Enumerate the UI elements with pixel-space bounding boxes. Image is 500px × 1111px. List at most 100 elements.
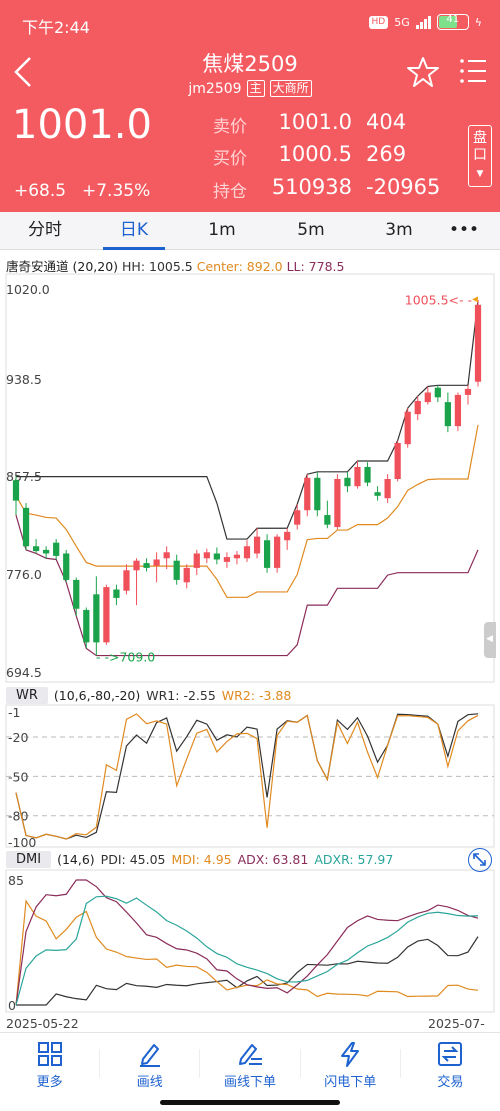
adx-line: [15, 879, 479, 1006]
caret-down-icon: ▼: [476, 169, 484, 179]
candle-body: [183, 567, 190, 583]
center-value: Center: 892.0: [196, 259, 283, 274]
candle-body: [354, 466, 361, 487]
candle-body: [243, 546, 251, 559]
candle-body: [73, 579, 80, 609]
candle-body: [464, 388, 472, 395]
wr-y-label: -80: [8, 809, 28, 824]
candle-body: [274, 536, 281, 568]
instrument-title: 焦煤2509: [202, 52, 298, 76]
main-indicator-params: (20,20): [72, 259, 119, 274]
draw-order-label: 画线下单: [224, 1075, 277, 1090]
main-y-label: 1020.0: [6, 282, 50, 297]
wr1-line: [15, 713, 479, 840]
active-tab-underline: [103, 247, 165, 250]
back-button[interactable]: [8, 52, 44, 92]
open-interest-label: 持仓: [213, 182, 247, 202]
wr-indicator-button[interactable]: WR: [6, 687, 48, 704]
hd-badge: HD: [368, 15, 389, 29]
high-marker-arrow: [472, 296, 478, 303]
trade-button[interactable]: 交易: [401, 1033, 500, 1094]
favorite-button[interactable]: [406, 55, 440, 89]
main-y-label: 938.5: [6, 372, 42, 387]
wr1-value: WR1: -2.55: [146, 688, 216, 703]
candle-body: [314, 477, 321, 511]
candle-body: [414, 400, 421, 415]
price-change-percent: +7.35%: [82, 181, 151, 201]
wr-params: (10,6,-80,-20): [53, 688, 141, 703]
expand-chart-button[interactable]: [468, 848, 492, 872]
donchian-hh-line: [16, 299, 479, 540]
open-interest-change: -20965: [366, 175, 441, 199]
candle-body: [424, 392, 431, 403]
wr2-line: [15, 713, 479, 840]
candle-body: [223, 557, 231, 562]
ll-value: LL: 778.5: [286, 259, 345, 274]
order-book-button[interactable]: 盘 口 ▼: [468, 125, 492, 187]
instrument-subtitle: jm2509 主 大商所: [0, 80, 500, 97]
caret-left-icon: ◀: [486, 634, 493, 644]
side-drawer-handle[interactable]: ◀: [484, 622, 496, 658]
tab-3m[interactable]: 3m: [385, 220, 413, 240]
dmi-indicator-button[interactable]: DMI: [6, 851, 52, 868]
candle-body: [93, 594, 100, 643]
candle-body: [444, 402, 451, 427]
last-price: 1001.0: [12, 102, 152, 148]
candle-body: [474, 304, 482, 382]
candle-body: [32, 546, 40, 552]
candle-body: [454, 394, 462, 427]
main-y-label: 694.5: [6, 665, 42, 680]
tab-1m[interactable]: 1m: [208, 220, 236, 240]
draw-order-button[interactable]: 画线下单: [200, 1033, 299, 1094]
candle-body: [263, 540, 271, 568]
menu-button[interactable]: [458, 56, 490, 86]
star-icon: [407, 57, 439, 87]
tab-more[interactable]: •••: [448, 220, 480, 240]
home-indicator: [160, 1100, 340, 1105]
wr2-value: WR2: -3.88: [221, 688, 292, 703]
candle-body: [22, 507, 30, 547]
more-button[interactable]: 更多: [0, 1033, 99, 1094]
dmi-legend: DMI (14,6) PDI: 45.05 MDI: 4.95 ADX: 63.…: [6, 851, 393, 868]
candle-body: [434, 387, 441, 398]
candle-body: [213, 553, 220, 560]
bid-label: 买价: [213, 149, 247, 169]
pdi-line: [16, 936, 479, 1006]
candle-body: [233, 554, 241, 559]
draw-line-label: 画线: [136, 1075, 163, 1090]
wr-legend: WR (10,6,-80,-20) WR1: -2.55 WR2: -3.88: [6, 687, 291, 704]
candle-body: [364, 466, 371, 483]
candle-body: [153, 559, 160, 566]
candle-body: [253, 536, 261, 554]
candle-body: [294, 510, 301, 525]
dmi-chart-frame: [5, 869, 495, 1013]
candle-body: [53, 542, 60, 556]
trade-icon: [438, 1042, 463, 1066]
ask-volume: 404: [366, 110, 407, 134]
main-contract-tag: 主: [246, 80, 265, 97]
mdi-value: MDI: 4.95: [171, 852, 232, 867]
draw-line-button[interactable]: 画线: [100, 1033, 199, 1094]
candle-body: [384, 479, 391, 499]
status-icons: HD 5G 41 ϟ: [368, 14, 482, 30]
draw-order-icon: [239, 1044, 262, 1065]
tab-daily-k[interactable]: 日K: [119, 220, 149, 240]
main-indicator-name: 唐奇安通道: [6, 259, 69, 274]
wr-y-label: -50: [8, 769, 28, 784]
tab-5m[interactable]: 5m: [297, 220, 325, 240]
more-label: 更多: [36, 1075, 63, 1090]
bid-volume: 269: [366, 142, 407, 166]
donchian-center-line: [15, 424, 479, 598]
status-time: 下午2:44: [22, 18, 90, 37]
candle-body: [374, 492, 381, 496]
grid-icon: [37, 1042, 62, 1066]
candle-body: [173, 560, 180, 580]
high-marker-label: 1005.5<- -: [405, 292, 472, 307]
open-interest: 510938: [271, 175, 352, 199]
candle-body: [203, 552, 210, 559]
adx-value: ADX: 63.81: [237, 852, 309, 867]
lightning-order-button[interactable]: 闪电下单: [301, 1033, 400, 1094]
tab-timeshare[interactable]: 分时: [28, 220, 62, 240]
candle-body: [404, 411, 411, 445]
